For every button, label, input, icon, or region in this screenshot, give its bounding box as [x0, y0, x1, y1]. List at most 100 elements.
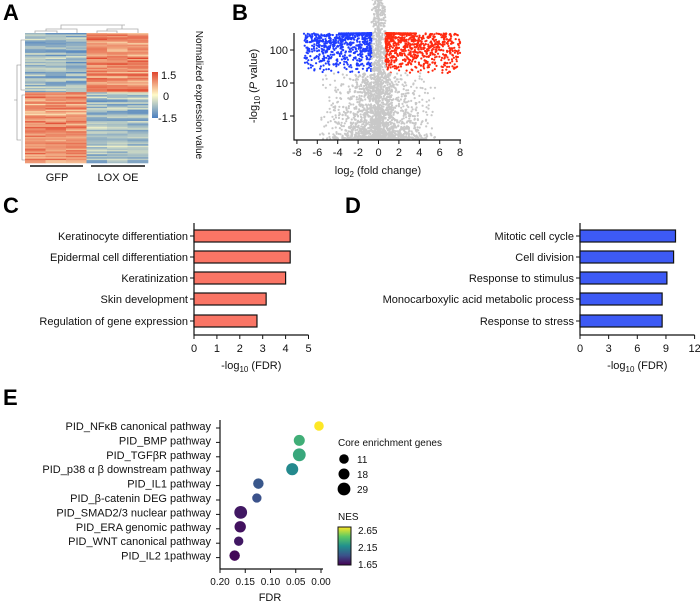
- volcano-point: [411, 132, 414, 135]
- volcano-point: [416, 39, 419, 42]
- volcano-point: [357, 110, 360, 113]
- volcano-point: [352, 51, 355, 55]
- heatmap-cell: [86, 124, 108, 126]
- volcano-point: [364, 39, 367, 43]
- heatmap-cell: [66, 98, 87, 100]
- volcano-point: [391, 46, 394, 49]
- volcano-point: [398, 52, 401, 56]
- volcano-point: [430, 33, 433, 36]
- heatmap-cell: [66, 73, 87, 76]
- volcano-point: [320, 116, 323, 119]
- volcano-point: [456, 65, 459, 68]
- heatmap-cell: [25, 35, 46, 38]
- heatmap-cell: [25, 160, 46, 162]
- heatmap-cell: [127, 47, 149, 50]
- volcano-point: [353, 91, 356, 94]
- volcano-point: [388, 106, 391, 109]
- volcano-point: [392, 55, 396, 59]
- volcano-point: [422, 47, 425, 51]
- volcano-point: [385, 42, 388, 45]
- volcano-point: [368, 36, 371, 39]
- heatmap-cell: [127, 87, 149, 90]
- volcano-point: [389, 56, 392, 59]
- volcano-point: [322, 55, 325, 58]
- volcano-point: [303, 56, 306, 60]
- volcano-point: [381, 13, 384, 17]
- volcano-point: [421, 104, 424, 107]
- volcano-point: [342, 110, 345, 113]
- heatmap-cell: [25, 79, 46, 81]
- heatmap-cell: [45, 157, 67, 159]
- volcano-point: [408, 42, 411, 45]
- volcano-point: [405, 32, 408, 35]
- volcano-point: [378, 38, 382, 41]
- volcano-point: [386, 37, 389, 41]
- volcano-point: [393, 86, 396, 89]
- volcano-point: [384, 117, 387, 120]
- heatmap-cell: [66, 44, 87, 47]
- panel-label-e: E: [3, 385, 18, 410]
- volcano-point: [413, 49, 416, 52]
- volcano-point: [331, 33, 334, 37]
- volcano-point: [380, 72, 383, 75]
- heatmap-cell: [45, 148, 67, 151]
- volcano-point: [405, 40, 408, 43]
- volcano-point: [370, 129, 373, 132]
- heatmap-cell: [25, 124, 46, 126]
- heatmap-cell: [86, 34, 108, 37]
- heatmap-cell: [45, 72, 67, 74]
- volcano-point: [394, 56, 398, 59]
- heatmap-cell: [66, 57, 87, 60]
- volcano-point: [418, 126, 421, 129]
- volcano-point: [356, 59, 359, 62]
- volcano-point: [368, 104, 371, 107]
- volcano-point: [373, 31, 376, 34]
- heatmap-cell: [107, 86, 128, 89]
- heatmap-cell: [25, 103, 46, 106]
- heatmap-cell: [107, 76, 128, 79]
- volcano-point: [430, 127, 433, 130]
- volcano-point: [379, 125, 382, 128]
- volcano-point: [366, 67, 369, 70]
- volcano-point: [448, 70, 451, 73]
- heatmap-cell: [66, 138, 87, 141]
- volcano-point: [372, 31, 375, 34]
- volcano-point: [342, 63, 346, 66]
- heatmap-cell: [25, 106, 46, 109]
- heatmap-cell: [127, 79, 149, 81]
- volcano-point: [382, 68, 385, 71]
- y-tick-label: 1: [282, 111, 288, 123]
- heatmap-cell: [86, 66, 108, 68]
- colorbar-tick: 1.5: [161, 70, 176, 82]
- volcano-point: [388, 37, 391, 40]
- volcano-point: [380, 65, 383, 68]
- volcano-point: [326, 54, 329, 58]
- volcano-point: [381, 32, 384, 36]
- volcano-point: [405, 69, 408, 72]
- volcano-point: [419, 46, 422, 49]
- volcano-point: [390, 101, 393, 104]
- volcano-point: [404, 60, 407, 63]
- volcano-point: [401, 102, 404, 105]
- volcano-point: [362, 121, 366, 124]
- volcano-point: [372, 130, 375, 133]
- heatmap-cell: [107, 51, 128, 54]
- volcano-point: [416, 118, 419, 122]
- volcano-point: [360, 125, 363, 128]
- heatmap-cell: [107, 70, 128, 73]
- volcano-point: [361, 67, 364, 70]
- volcano-point: [431, 57, 434, 61]
- volcano-point: [311, 50, 314, 53]
- volcano-point: [354, 86, 357, 89]
- volcano-point: [332, 118, 336, 121]
- heatmap-cell: [127, 76, 149, 79]
- volcano-point: [355, 98, 358, 101]
- heatmap-cell: [127, 92, 149, 94]
- heatmap-cell: [86, 46, 108, 48]
- volcano-point: [403, 113, 406, 116]
- heatmap-cell: [107, 115, 128, 118]
- volcano-point: [374, 100, 377, 103]
- heatmap-cell: [127, 121, 149, 123]
- heatmap-cell: [86, 83, 108, 86]
- heatmap-cell: [66, 135, 87, 138]
